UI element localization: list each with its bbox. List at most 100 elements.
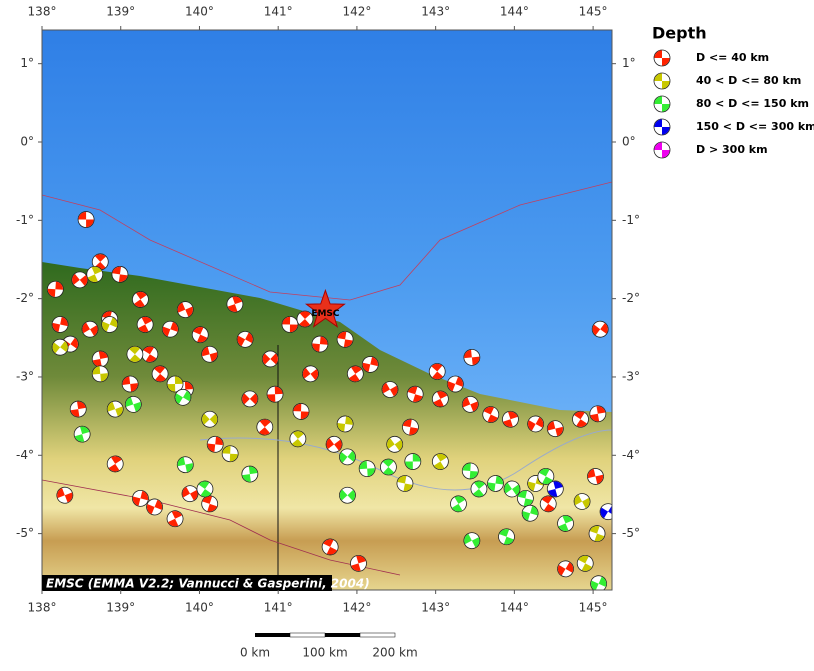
beachball <box>321 538 339 556</box>
legend-title: Depth <box>652 24 707 43</box>
ball-wedge <box>654 142 670 158</box>
legend-label: 150 < D <= 300 km <box>696 120 814 133</box>
lon-tick-label: 140° <box>185 5 214 19</box>
beachball <box>487 475 504 492</box>
ball-wedge <box>70 401 86 417</box>
lon-tick-label: 139° <box>106 5 135 19</box>
ball-wedge <box>242 393 258 405</box>
ball-wedge <box>590 406 606 422</box>
beachball <box>402 418 419 436</box>
lon-tick-label: 142° <box>342 601 371 615</box>
beachball <box>450 495 467 513</box>
scale-seg <box>359 632 396 638</box>
lat-tick-label: -3° <box>16 369 34 383</box>
beachball <box>296 310 314 328</box>
scale-seg <box>255 633 290 637</box>
ball-wedge <box>92 366 108 382</box>
lon-tick-label: 142° <box>342 5 371 19</box>
lon-tick-label: 139° <box>106 601 135 615</box>
beachball <box>73 425 91 443</box>
ball-wedge <box>177 457 193 473</box>
beachball <box>503 480 521 498</box>
ball-wedge <box>654 50 670 66</box>
ball-wedge <box>499 529 514 545</box>
beachball <box>346 365 364 383</box>
beachball <box>336 415 354 433</box>
lat-tick-label: -4° <box>622 448 640 462</box>
beachball <box>132 489 149 507</box>
beachball <box>206 435 224 453</box>
legend-label: 80 < D <= 150 km <box>696 97 809 110</box>
beachball <box>174 388 192 406</box>
beachball <box>111 265 129 283</box>
ball-wedge <box>539 468 553 485</box>
beachball <box>106 400 124 418</box>
ball-wedge <box>592 323 608 336</box>
ball-wedge <box>147 499 163 515</box>
ball-wedge <box>292 431 304 447</box>
beachball <box>358 460 376 478</box>
beachball <box>588 525 606 543</box>
lon-tick-label: 140° <box>185 601 214 615</box>
beachball <box>527 415 545 433</box>
lat-tick-label: -1° <box>622 213 640 227</box>
ball-wedge <box>122 376 138 392</box>
beachball <box>546 420 564 438</box>
beachball <box>51 316 69 333</box>
lon-tick-label: 144° <box>500 5 529 19</box>
beachball <box>591 320 609 338</box>
beachball <box>161 320 179 338</box>
lat-tick-label: 0° <box>20 135 34 149</box>
ball-wedge <box>177 302 193 317</box>
beachball <box>292 403 310 420</box>
beachball <box>146 498 163 516</box>
lat-tick-label: -1° <box>16 213 34 227</box>
ball-wedge <box>387 438 403 451</box>
beachball <box>151 365 169 383</box>
beachball <box>311 335 329 353</box>
ball-wedge <box>87 266 102 282</box>
ball-wedge <box>299 311 311 327</box>
beachball <box>336 330 354 348</box>
scale-bar: 0 km 100 km 200 km <box>240 632 418 660</box>
beachball <box>546 480 564 498</box>
lat-tick-label: -2° <box>16 291 34 305</box>
beachball <box>653 72 671 90</box>
ball-wedge <box>517 490 533 506</box>
lat-tick-label: 1° <box>622 56 636 70</box>
beachball <box>56 486 74 504</box>
ball-wedge <box>129 346 141 362</box>
scale-seg <box>289 632 326 638</box>
beachball <box>201 495 219 513</box>
beachball <box>431 453 449 470</box>
beachball <box>572 410 589 428</box>
beachball <box>380 458 397 476</box>
beachball <box>557 515 574 532</box>
beachball <box>482 406 500 423</box>
ball-wedge <box>522 505 538 521</box>
ball-wedge <box>362 357 378 372</box>
beachball <box>181 485 199 503</box>
ball-wedge <box>574 411 587 427</box>
ball-wedge <box>92 351 108 367</box>
beachball <box>236 330 254 348</box>
beachball <box>101 316 119 333</box>
ball-wedge <box>382 382 398 397</box>
beachball <box>71 271 89 289</box>
beachball <box>498 528 515 546</box>
events <box>46 211 612 590</box>
land <box>42 262 612 590</box>
lon-tick-label: 143° <box>421 5 450 19</box>
beachball <box>69 400 87 418</box>
beachball <box>126 345 144 363</box>
ball-wedge <box>202 496 217 512</box>
beachball <box>521 504 539 522</box>
ball-wedge <box>293 403 309 420</box>
ball-wedge <box>351 555 366 571</box>
ball-wedge <box>359 461 375 477</box>
scale-label: 100 km <box>302 646 347 660</box>
beachball <box>256 418 274 436</box>
beachball <box>653 118 671 136</box>
beachball <box>576 554 594 572</box>
